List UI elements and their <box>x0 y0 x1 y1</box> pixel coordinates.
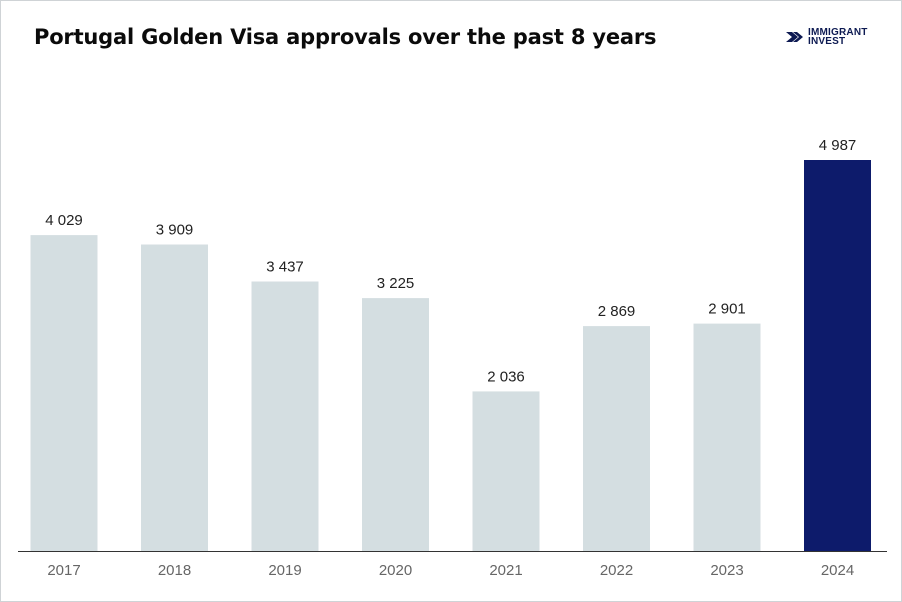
bar-2022 <box>583 326 650 551</box>
bar-value-label-2021: 2 036 <box>487 368 525 385</box>
arrow-logo-icon <box>786 32 803 42</box>
x-tick-label-2021: 2021 <box>489 562 522 579</box>
chart-title: Portugal Golden Visa approvals over the … <box>34 25 657 49</box>
x-tick-label-2018: 2018 <box>158 562 191 579</box>
bar-2023 <box>693 323 761 551</box>
bar-value-label-2019: 3 437 <box>266 259 304 276</box>
bar-value-label-2024: 4 987 <box>819 137 857 154</box>
logo-line-1: IMMIGRANT <box>808 27 868 38</box>
brand-logo[interactable]: IMMIGRANT INVEST <box>786 27 868 47</box>
bar-2020 <box>362 298 429 551</box>
bar-value-label-2018: 3 909 <box>156 222 194 239</box>
logo-text: IMMIGRANT INVEST <box>808 27 868 47</box>
bar-2021 <box>472 391 540 551</box>
x-tick-label-2017: 2017 <box>47 562 80 579</box>
x-tick-label-2023: 2023 <box>710 562 743 579</box>
logo-line-2: INVEST <box>808 36 846 47</box>
x-tick-label-2024: 2024 <box>821 562 854 579</box>
bar-2024 <box>804 160 871 551</box>
x-tick-label-2019: 2019 <box>268 562 301 579</box>
bar-2019 <box>251 281 319 551</box>
bar-value-label-2020: 3 225 <box>377 275 415 292</box>
bar-value-label-2017: 4 029 <box>45 212 83 229</box>
bar-2017 <box>30 235 98 551</box>
x-tick-label-2020: 2020 <box>379 562 412 579</box>
bar-2018 <box>141 244 208 551</box>
x-tick-label-2022: 2022 <box>600 562 633 579</box>
bar-value-label-2022: 2 869 <box>598 303 636 320</box>
bar-value-label-2023: 2 901 <box>708 301 746 318</box>
